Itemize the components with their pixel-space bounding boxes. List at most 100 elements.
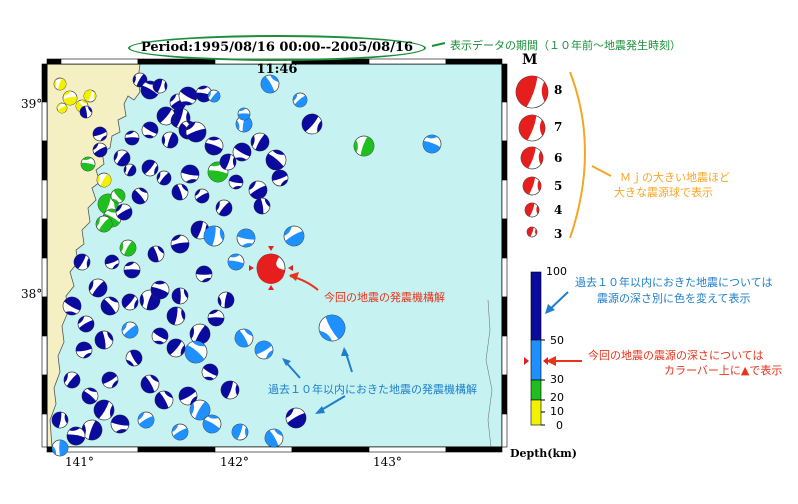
mechanism-22 xyxy=(79,105,93,119)
current-mech-note: 今回の地震の発震機構解 xyxy=(324,291,445,304)
mechanism-77 xyxy=(81,419,103,441)
mechanism-46 xyxy=(265,149,287,171)
mechanism-80 xyxy=(110,414,130,434)
mj-note-1: Ｍｊの大きい地震ほど xyxy=(620,171,730,184)
current-tick-2 xyxy=(249,265,254,271)
mechanism-33 xyxy=(156,170,172,186)
mechanism-95 xyxy=(217,291,235,309)
mechanism-35 xyxy=(180,164,200,184)
current-tick-3 xyxy=(288,265,293,271)
mechanism-88 xyxy=(171,423,189,441)
mechanism-92 xyxy=(207,309,225,327)
mechanism-93 xyxy=(171,287,189,305)
depth-tick-50: 50 xyxy=(550,334,564,347)
mechanism-3 xyxy=(83,89,97,103)
mechanism-87 xyxy=(201,363,219,381)
mechanism-25 xyxy=(96,172,112,188)
mechanism-107 xyxy=(231,423,249,441)
mechanism-108 xyxy=(123,163,137,177)
mechanism-21 xyxy=(92,126,108,142)
mechanism-103 xyxy=(285,407,307,429)
mechanism-69 xyxy=(166,338,186,358)
magnitude-title: M xyxy=(522,52,538,68)
mag-ball-7 xyxy=(518,114,546,142)
depth-note-2: 震源の深さ別に色を変えて表示 xyxy=(597,292,751,305)
mechanism-96 xyxy=(227,253,245,271)
mechanism-78 xyxy=(66,426,86,446)
current-depth-note-1: 今回の地震の震源の深さについては xyxy=(588,349,764,362)
mag-label-6: 6 xyxy=(554,151,563,165)
mechanism-86 xyxy=(220,380,240,400)
mechanism-16 xyxy=(204,136,224,156)
mag-label-5: 5 xyxy=(554,179,563,193)
mechanism-23 xyxy=(92,142,108,158)
current-tick-1 xyxy=(268,285,274,290)
mechanism-60 xyxy=(62,296,82,316)
mag-ball-3 xyxy=(526,226,538,238)
mechanism-34 xyxy=(171,183,189,201)
mechanism-50 xyxy=(228,174,244,190)
mechanism-102 xyxy=(318,314,346,342)
mag-label-8: 8 xyxy=(554,83,563,97)
lon-label-141: 141° xyxy=(65,455,94,469)
mechanism-109 xyxy=(51,439,69,457)
past-mechanisms xyxy=(51,72,442,457)
mechanism-81 xyxy=(137,411,155,429)
mechanism-82 xyxy=(154,390,174,410)
mechanism-42 xyxy=(260,74,280,94)
mechanism-66 xyxy=(166,306,186,326)
past-mech-note: 過去１０年以内におきた地震の発震機構解 xyxy=(268,383,477,396)
mechanism-101 xyxy=(254,340,274,360)
mechanism-84 xyxy=(189,399,211,421)
mechanism-0 xyxy=(53,77,67,91)
depth-tick-20: 20 xyxy=(550,391,564,404)
current-tick-0 xyxy=(268,246,274,251)
period-note: 表示データの期間（１０年前～地震発生時刻） xyxy=(450,39,681,52)
mechanism-65 xyxy=(150,280,170,300)
mechanism-71 xyxy=(121,321,139,339)
mechanism-47 xyxy=(271,169,289,187)
mechanism-74 xyxy=(63,371,81,389)
lat-label-39: 39° xyxy=(21,97,43,111)
mechanism-29 xyxy=(110,188,126,204)
depth-tick-30: 30 xyxy=(550,373,564,386)
mechanism-24 xyxy=(80,156,96,172)
mechanism-90 xyxy=(101,371,119,389)
mag-ball-8 xyxy=(515,75,549,109)
mechanism-68 xyxy=(184,340,208,364)
mechanism-38 xyxy=(219,153,237,171)
mechanism-75 xyxy=(81,387,99,405)
depth-tick-0: 0 xyxy=(556,419,563,432)
mechanism-39 xyxy=(232,142,252,162)
trench-line xyxy=(485,299,493,448)
mechanism-4 xyxy=(56,102,68,114)
mechanism-9 xyxy=(178,86,198,106)
mechanism-15 xyxy=(185,121,207,143)
mechanism-7 xyxy=(152,78,168,94)
mechanism-54 xyxy=(147,245,165,263)
mechanism-1 xyxy=(62,90,78,106)
mechanism-31 xyxy=(131,187,149,205)
depth-note-1: 過去１０年以内におきた地震については xyxy=(575,276,773,289)
mechanism-94 xyxy=(195,265,213,283)
mag-ball-5 xyxy=(522,176,542,196)
current-depth-marker-left xyxy=(524,357,529,365)
mechanism-49 xyxy=(253,197,271,215)
map-frame xyxy=(41,58,508,453)
current-mechanism[interactable] xyxy=(249,246,293,290)
mechanism-19 xyxy=(124,130,140,146)
mechanism-20 xyxy=(113,149,131,167)
mechanism-55 xyxy=(119,239,137,257)
mechanism-73 xyxy=(75,341,93,359)
mag-label-7: 7 xyxy=(554,120,563,134)
mechanism-43 xyxy=(292,92,308,108)
mechanism-100 xyxy=(234,328,254,348)
mechanism-28 xyxy=(95,215,113,233)
lon-label-143: 143° xyxy=(373,455,402,469)
mechanism-59 xyxy=(73,253,91,271)
land-area xyxy=(46,63,141,448)
mechanism-106 xyxy=(422,134,442,154)
mechanism-62 xyxy=(100,296,120,316)
mag-ball-4 xyxy=(524,202,540,218)
depth-colorbar xyxy=(524,271,548,426)
